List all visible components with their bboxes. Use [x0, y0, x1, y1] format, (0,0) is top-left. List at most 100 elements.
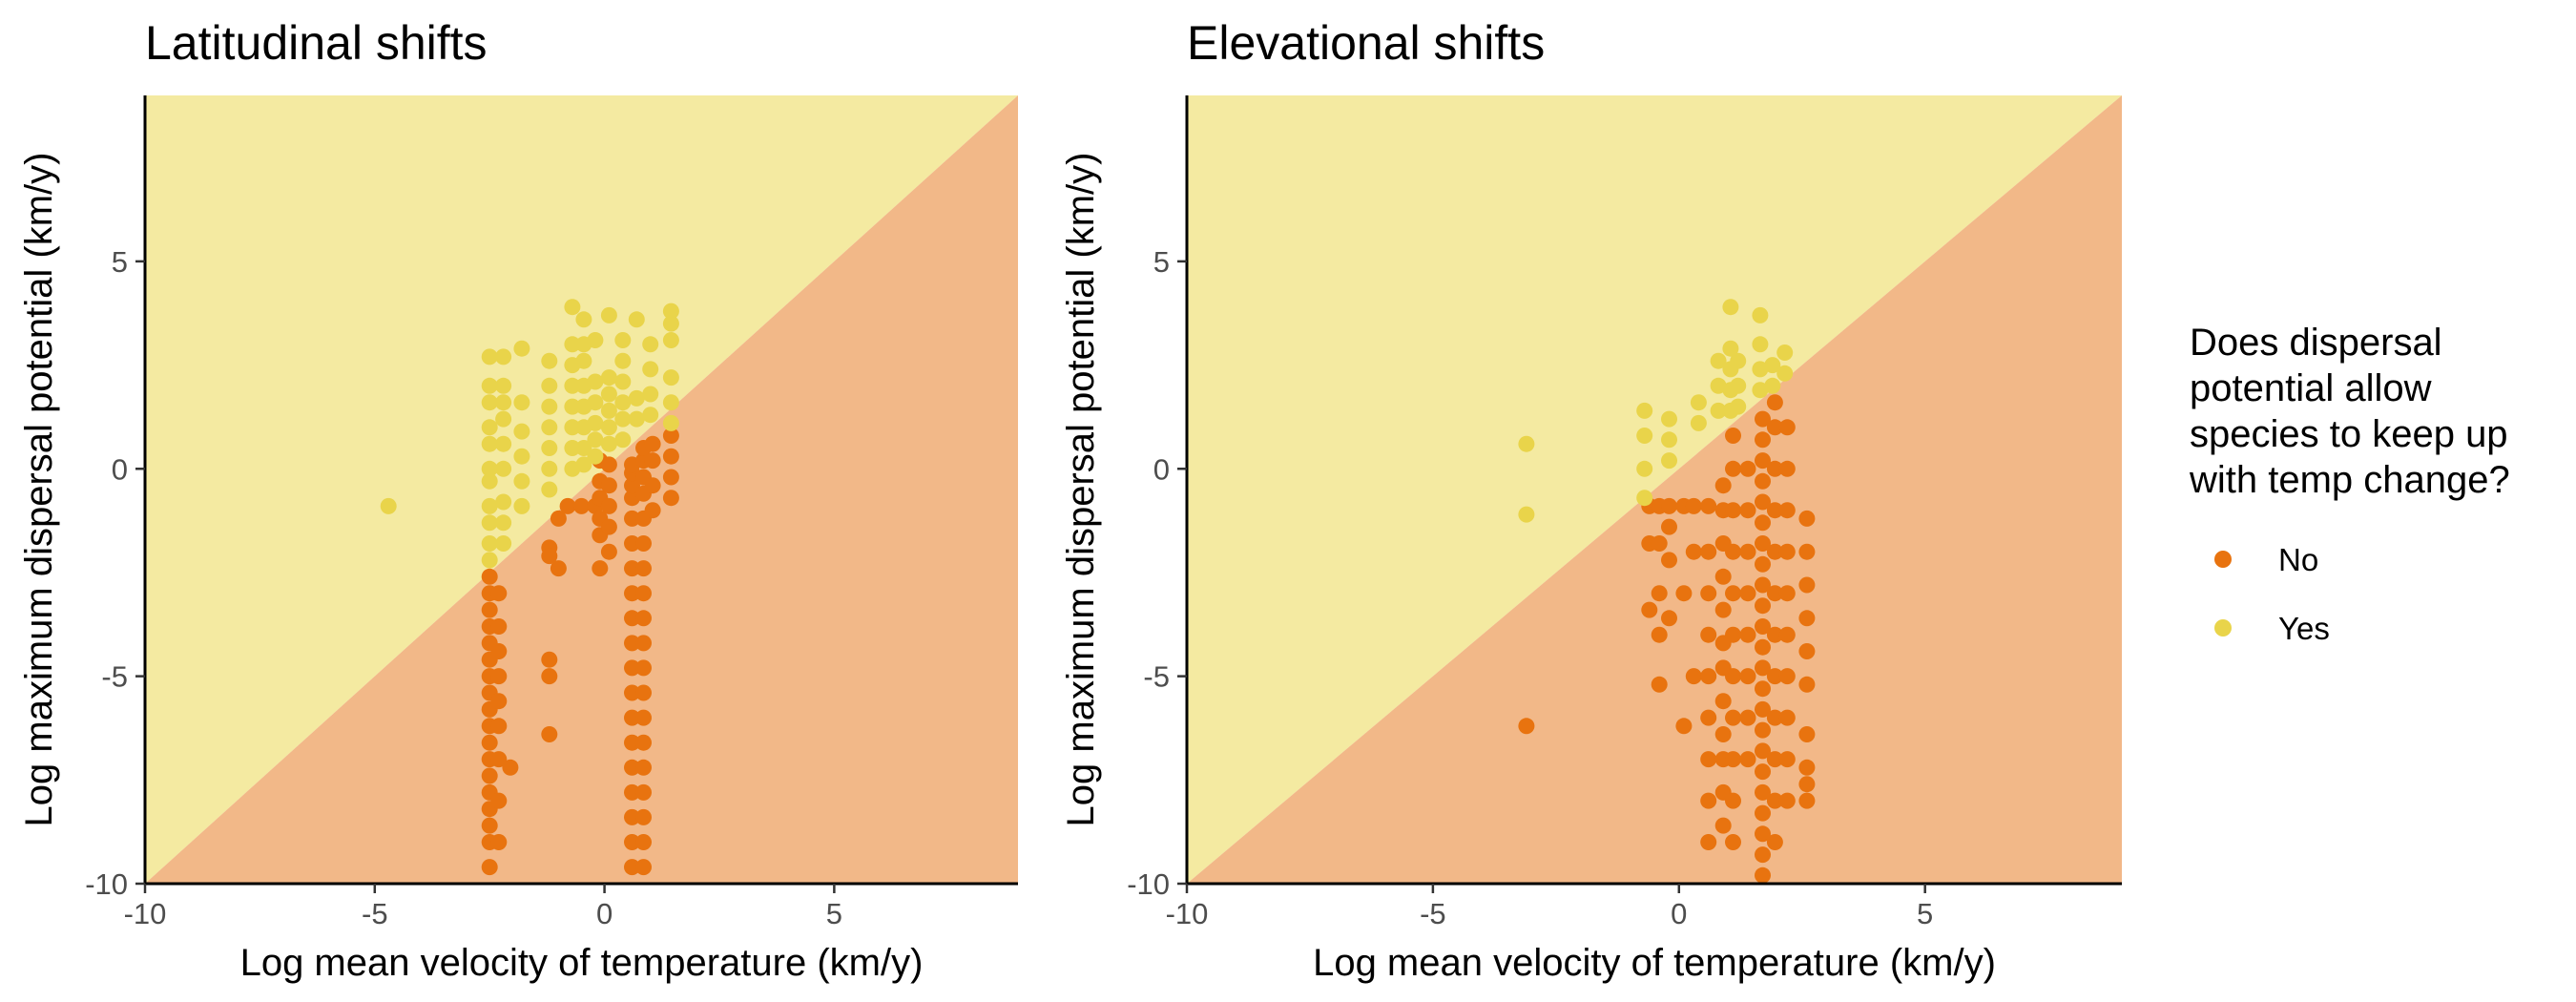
point-yes — [513, 423, 530, 440]
point-no — [1739, 751, 1756, 768]
point-no — [1766, 585, 1783, 602]
point-yes — [662, 414, 679, 431]
point-no — [1725, 543, 1741, 560]
point-no — [635, 834, 652, 850]
point-yes — [564, 398, 581, 415]
x-axis-label: Log mean velocity of temperature (km/y) — [240, 942, 924, 984]
point-no — [1798, 776, 1816, 793]
point-yes — [513, 394, 530, 411]
point-no — [1755, 846, 1771, 864]
point-no — [1798, 643, 1816, 659]
point-yes — [564, 440, 581, 456]
point-no — [1798, 792, 1816, 809]
point-yes — [495, 493, 512, 511]
points-yes — [380, 299, 679, 569]
point-no — [1700, 834, 1717, 850]
point-yes — [513, 448, 530, 465]
point-yes — [600, 402, 617, 419]
point-yes — [495, 394, 512, 411]
points-no — [1518, 394, 1816, 884]
point-no — [1725, 751, 1741, 768]
point-yes — [495, 460, 512, 477]
legend-title-line: with temp change? — [2189, 459, 2510, 501]
point-no — [635, 808, 652, 825]
point-yes — [1518, 506, 1535, 523]
point-no — [1778, 543, 1796, 560]
x-tick-label: 0 — [596, 897, 613, 930]
point-no — [1739, 543, 1756, 560]
point-no — [644, 435, 661, 452]
panel-latitudinal: -10 -5 0 5 -10 -5 0 5 Latitudinal shifts Log me… — [18, 16, 1018, 984]
point-no — [1739, 460, 1756, 477]
region-no — [145, 95, 1018, 884]
y-tick-label: -5 — [1143, 660, 1170, 694]
point-no — [490, 618, 508, 635]
point-yes — [642, 336, 659, 353]
point-no — [1766, 626, 1783, 643]
chart-title: Latitudinal shifts — [145, 16, 488, 70]
point-yes — [481, 460, 498, 477]
point-no — [1714, 568, 1732, 585]
point-yes — [614, 394, 632, 411]
point-no — [1739, 626, 1756, 643]
point-yes — [587, 414, 604, 431]
point-no — [600, 456, 617, 473]
region-no — [1187, 95, 2122, 884]
point-no — [1778, 792, 1796, 809]
point-no — [1755, 763, 1771, 781]
point-no — [1755, 493, 1771, 511]
point-yes — [642, 386, 659, 403]
point-yes — [614, 332, 632, 348]
point-no — [600, 543, 617, 560]
point-yes — [513, 472, 530, 490]
point-no — [490, 585, 508, 602]
point-no — [490, 792, 508, 809]
y-axis-label: Log maximum dispersal potential (km/y) — [18, 153, 60, 827]
point-no — [1755, 866, 1771, 884]
point-no — [624, 560, 640, 577]
point-no — [635, 585, 652, 602]
point-no — [490, 718, 508, 735]
point-yes — [481, 435, 498, 452]
point-no — [1755, 431, 1771, 449]
point-yes — [541, 481, 558, 498]
point-no — [635, 783, 652, 801]
point-no — [1700, 792, 1717, 809]
point-yes — [600, 306, 617, 324]
point-no — [635, 859, 652, 876]
point-no — [1725, 585, 1741, 602]
point-no — [550, 510, 567, 527]
point-no — [1725, 428, 1741, 444]
point-yes — [481, 552, 498, 569]
point-no — [1651, 535, 1668, 552]
point-no — [1778, 668, 1796, 685]
point-no — [541, 668, 558, 685]
point-yes — [564, 419, 581, 436]
point-yes — [1730, 352, 1747, 369]
legend-yes-marker — [2214, 619, 2232, 637]
point-no — [481, 734, 498, 751]
point-no — [1661, 497, 1677, 514]
point-no — [1766, 460, 1783, 477]
point-no — [662, 448, 679, 465]
point-no — [1755, 825, 1771, 843]
point-yes — [575, 440, 592, 456]
point-no — [662, 428, 679, 444]
point-no — [1798, 610, 1816, 627]
point-no — [592, 560, 609, 577]
point-yes — [587, 448, 604, 465]
point-yes — [587, 394, 604, 411]
point-no — [1766, 419, 1783, 436]
point-no — [624, 808, 640, 825]
point-no — [624, 783, 640, 801]
point-no — [502, 759, 519, 776]
point-yes — [587, 332, 604, 348]
point-no — [624, 535, 640, 552]
point-no — [481, 568, 498, 585]
ticks: -10 -5 0 5 -10 -5 0 5 — [1127, 245, 1933, 930]
point-no — [1755, 555, 1771, 573]
point-yes — [481, 472, 498, 490]
point-no — [1798, 543, 1816, 560]
point-yes — [628, 389, 645, 407]
point-no — [1778, 585, 1796, 602]
